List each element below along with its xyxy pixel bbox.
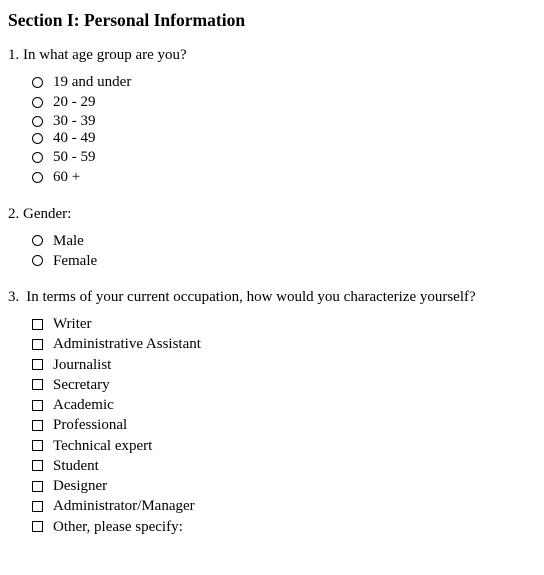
question-2: 2. Gender: Male Female	[8, 206, 536, 272]
option-label: Secretary	[53, 375, 110, 395]
q3-option[interactable]: Secretary	[32, 375, 536, 395]
option-label: 19 and under	[53, 72, 131, 92]
option-label: Student	[53, 456, 99, 476]
question-1: 1. In what age group are you? 19 and und…	[8, 47, 536, 188]
q1-option[interactable]: 19 and under	[32, 72, 536, 92]
q2-option[interactable]: Male	[32, 231, 536, 251]
checkbox-icon[interactable]	[32, 460, 43, 471]
question-3-number: 3.	[8, 289, 19, 305]
radio-icon[interactable]	[32, 172, 43, 183]
question-3-prompt: 3. In terms of your current occupation, h…	[8, 289, 536, 306]
option-label: Male	[53, 231, 84, 251]
q3-option[interactable]: Other, please specify:	[32, 517, 536, 537]
checkbox-icon[interactable]	[32, 440, 43, 451]
checkbox-icon[interactable]	[32, 339, 43, 350]
option-label: 50 - 59	[53, 147, 96, 167]
option-label: Academic	[53, 395, 114, 415]
question-3-text: In terms of your current occupation, how…	[26, 289, 475, 305]
q1-option[interactable]: 50 - 59	[32, 147, 536, 167]
radio-icon[interactable]	[32, 77, 43, 88]
option-label: Administrative Assistant	[53, 334, 201, 354]
q1-option[interactable]: 20 - 29	[32, 92, 536, 112]
q1-option[interactable]: 40 - 49	[32, 130, 536, 147]
radio-icon[interactable]	[32, 133, 43, 144]
q1-option[interactable]: 30 - 39	[32, 113, 536, 130]
option-label: 40 - 49	[53, 130, 96, 147]
checkbox-icon[interactable]	[32, 359, 43, 370]
q2-option[interactable]: Female	[32, 251, 536, 271]
q1-option[interactable]: 60 +	[32, 167, 536, 187]
survey-page: Section I: Personal Information 1. In wh…	[0, 0, 544, 575]
question-2-prompt: 2. Gender:	[8, 206, 536, 223]
question-3: 3. In terms of your current occupation, h…	[8, 289, 536, 537]
q3-option[interactable]: Writer	[32, 314, 536, 334]
checkbox-icon[interactable]	[32, 420, 43, 431]
checkbox-icon[interactable]	[32, 521, 43, 532]
q3-option[interactable]: Technical expert	[32, 436, 536, 456]
checkbox-icon[interactable]	[32, 400, 43, 411]
q3-option[interactable]: Academic	[32, 395, 536, 415]
radio-icon[interactable]	[32, 97, 43, 108]
q3-option[interactable]: Professional	[32, 415, 536, 435]
checkbox-icon[interactable]	[32, 501, 43, 512]
option-label: Journalist	[53, 355, 111, 375]
q3-option[interactable]: Administrator/Manager	[32, 496, 536, 516]
radio-icon[interactable]	[32, 255, 43, 266]
option-label: Administrator/Manager	[53, 496, 195, 516]
option-label: Professional	[53, 415, 127, 435]
checkbox-icon[interactable]	[32, 319, 43, 330]
radio-icon[interactable]	[32, 116, 43, 127]
checkbox-icon[interactable]	[32, 379, 43, 390]
option-label: Other, please specify:	[53, 517, 183, 537]
radio-icon[interactable]	[32, 235, 43, 246]
section-title: Section I: Personal Information	[8, 10, 536, 31]
question-1-prompt: 1. In what age group are you?	[8, 47, 536, 64]
option-label: 20 - 29	[53, 92, 96, 112]
q3-option[interactable]: Designer	[32, 476, 536, 496]
q3-option[interactable]: Journalist	[32, 355, 536, 375]
option-label: 60 +	[53, 167, 80, 187]
option-label: Writer	[53, 314, 92, 334]
radio-icon[interactable]	[32, 152, 43, 163]
option-label: Female	[53, 251, 97, 271]
option-label: Technical expert	[53, 436, 152, 456]
option-label: Designer	[53, 476, 107, 496]
checkbox-icon[interactable]	[32, 481, 43, 492]
option-label: 30 - 39	[53, 113, 96, 130]
q3-option[interactable]: Student	[32, 456, 536, 476]
q3-option[interactable]: Administrative Assistant	[32, 334, 536, 354]
